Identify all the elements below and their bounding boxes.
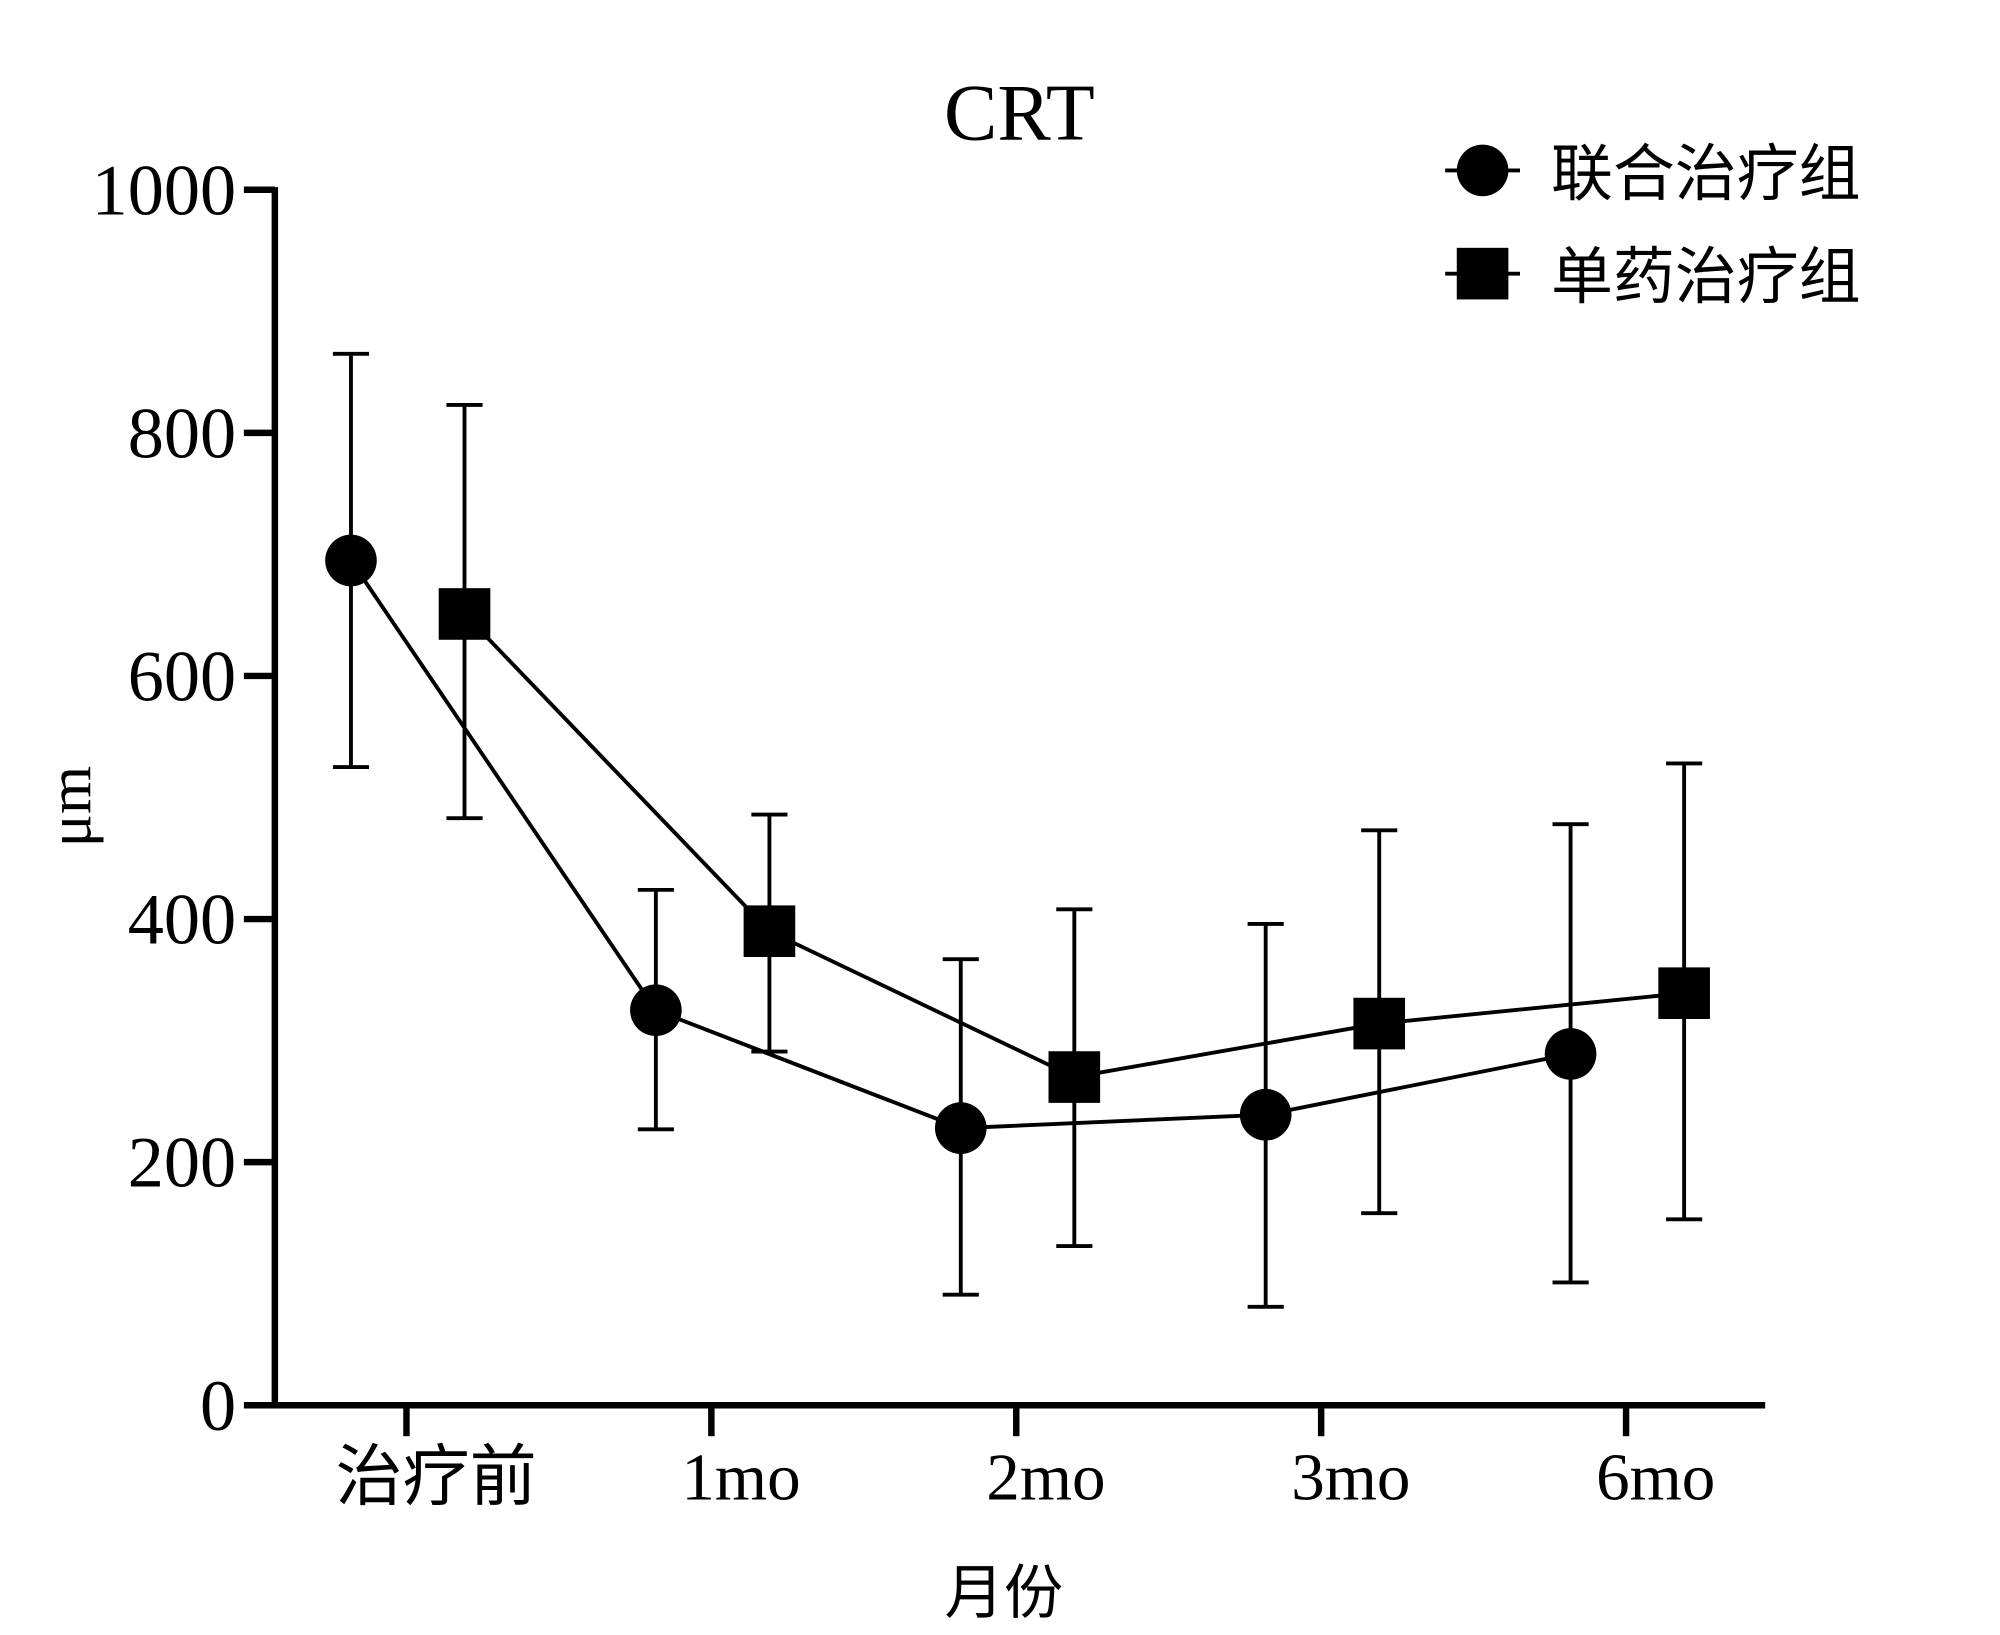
data-point-square — [1658, 967, 1710, 1019]
y-tick-label: 400 — [128, 880, 236, 960]
y-tick-label: 600 — [128, 636, 236, 716]
x-tick-label: 治疗前 — [336, 1439, 537, 1514]
x-tick-label: 2mo — [986, 1439, 1105, 1514]
y-tick-label: 800 — [128, 393, 236, 473]
y-tick-label: 0 — [200, 1366, 236, 1446]
x-tick-label: 6mo — [1596, 1439, 1715, 1514]
legend-label: 联合治疗组 — [1551, 141, 1861, 209]
y-tick-label: 1000 — [92, 150, 237, 230]
series-square — [438, 402, 1710, 1248]
data-point-square — [1353, 997, 1406, 1050]
y-tick-label: 200 — [128, 1123, 236, 1203]
legend: 联合治疗组 单药治疗组 — [1445, 141, 1861, 312]
series-circle — [325, 351, 1597, 1309]
legend-marker-square — [1456, 247, 1509, 300]
data-point-circle — [1239, 1088, 1292, 1141]
data-point-circle — [1544, 1028, 1597, 1080]
data-point-circle — [325, 534, 377, 587]
legend-marker-circle — [1456, 144, 1509, 197]
data-point-circle — [630, 984, 682, 1037]
data-point-square — [438, 588, 491, 640]
y-axis-label: μm — [36, 766, 104, 847]
legend-label: 单药治疗组 — [1551, 244, 1861, 312]
chart-title: CRT — [944, 69, 1095, 157]
data-point-square — [1048, 1051, 1101, 1103]
data-point-square — [743, 905, 796, 958]
x-tick-label: 1mo — [681, 1439, 800, 1514]
x-axis-label: 月份 — [945, 1560, 1064, 1626]
data-point-circle — [934, 1102, 987, 1154]
x-tick-label: 3mo — [1291, 1439, 1410, 1514]
